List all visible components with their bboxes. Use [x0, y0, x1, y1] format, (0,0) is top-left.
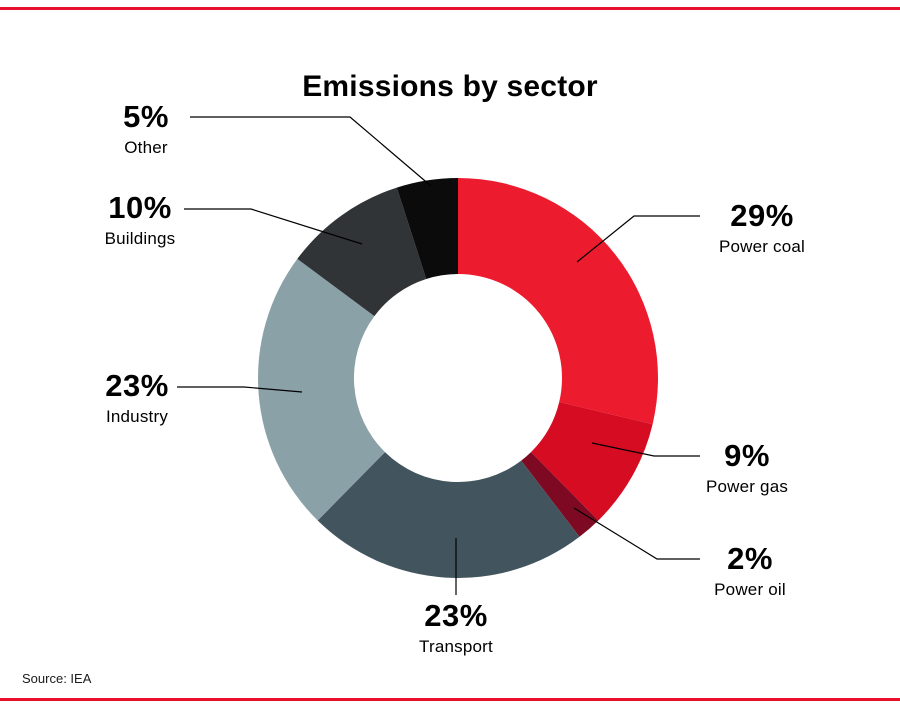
- donut-segment-other: [396, 178, 458, 279]
- donut-segment-industry: [257, 258, 385, 521]
- label-power-gas: 9% Power gas: [672, 440, 822, 495]
- source-credit: Source: IEA: [22, 671, 92, 686]
- label-power-gas-value: 9%: [724, 438, 770, 473]
- donut-segments-group: [257, 178, 659, 578]
- label-transport-value: 23%: [424, 598, 488, 633]
- donut-segment-power-oil: [521, 452, 599, 537]
- leader-line-industry: [177, 386, 303, 393]
- label-power-coal-value: 29%: [730, 198, 794, 233]
- label-power-oil-value: 2%: [727, 541, 773, 576]
- label-transport-name: Transport: [419, 637, 493, 656]
- top-rule: [0, 7, 900, 10]
- label-buildings-name: Buildings: [104, 229, 176, 248]
- donut-segment-power-coal: [458, 178, 659, 425]
- label-power-gas-name: Power gas: [705, 477, 789, 496]
- label-power-coal-name: Power coal: [718, 237, 806, 256]
- label-power-oil-name: Power oil: [714, 580, 786, 599]
- label-industry-name: Industry: [105, 407, 169, 426]
- leader-line-power-coal: [576, 215, 700, 263]
- chart-title: Emissions by sector: [302, 70, 598, 104]
- label-power-coal: 29% Power coal: [687, 200, 837, 255]
- leader-line-buildings: [184, 208, 363, 245]
- label-other-value: 5%: [123, 99, 169, 134]
- donut-segment-buildings: [297, 187, 427, 317]
- label-buildings-value: 10%: [108, 190, 172, 225]
- label-transport: 23% Transport: [381, 600, 531, 655]
- donut-segment-power-gas: [531, 402, 653, 521]
- leader-lines-group: [177, 116, 700, 595]
- leader-line-other: [190, 116, 432, 187]
- label-industry: 23% Industry: [62, 370, 212, 425]
- label-power-oil: 2% Power oil: [675, 543, 825, 598]
- label-buildings: 10% Buildings: [65, 192, 215, 247]
- leader-line-power-gas: [591, 442, 700, 457]
- leader-line-power-oil: [573, 507, 700, 560]
- label-other-name: Other: [124, 138, 168, 157]
- bottom-rule: [0, 698, 900, 701]
- label-other: 5% Other: [71, 101, 221, 156]
- label-industry-value: 23%: [105, 368, 169, 403]
- donut-segment-transport: [317, 452, 580, 578]
